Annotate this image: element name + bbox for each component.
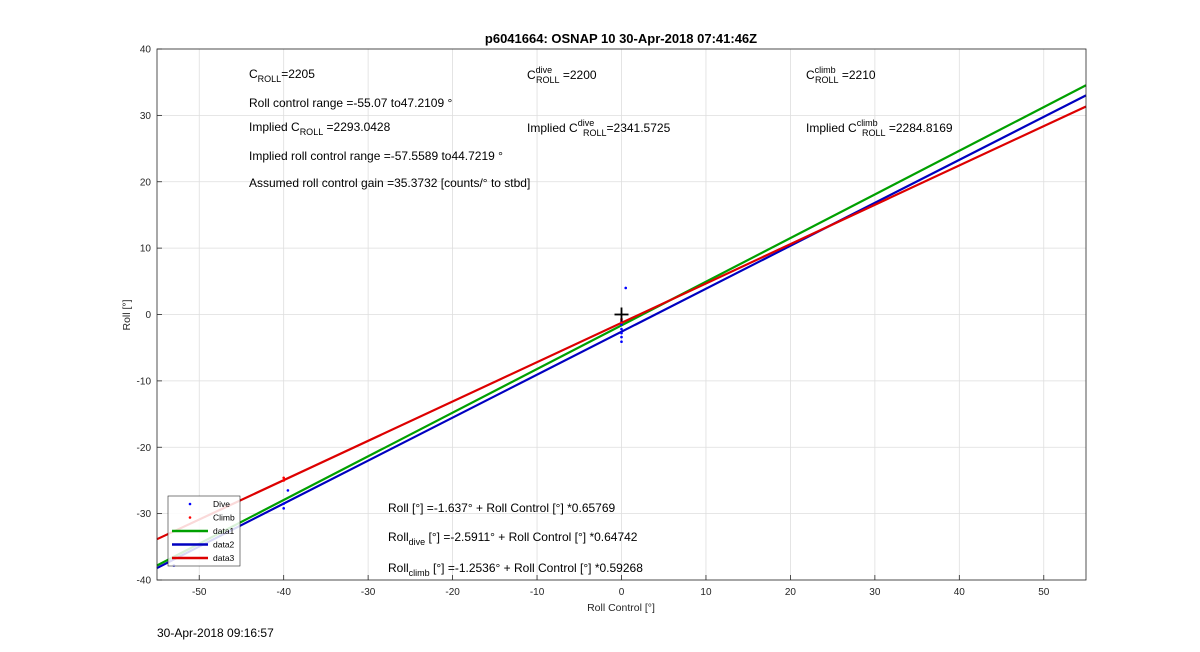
annotation-c-roll: CROLL=2205 — [249, 67, 315, 84]
point-dive — [620, 331, 623, 335]
point-dive — [282, 507, 285, 510]
legend-label-data2: data2 — [213, 540, 235, 550]
x-tick-label: -50 — [192, 587, 207, 598]
annotation-roll-range: Roll control range =-55.07 to47.2109 ° — [249, 96, 452, 110]
chart-title: p6041664: OSNAP 10 30-Apr-2018 07:41:46Z — [485, 31, 757, 46]
point-dive — [624, 286, 628, 290]
annotation-implied-c-dive: Implied Cdive ROLL=2341.5725 — [527, 118, 671, 138]
legend-label-data1: data1 — [213, 526, 235, 536]
fit-line-data2 — [156, 94, 1087, 570]
y-tick-label: -10 — [137, 376, 152, 387]
y-tick-label: -40 — [137, 576, 152, 587]
annotation-implied-range: Implied roll control range =-57.5589 to4… — [249, 149, 503, 163]
x-tick-label: 50 — [1038, 587, 1050, 598]
legend-label-dive: Dive — [213, 499, 230, 509]
annotation-fit-all: Roll [°] =-1.637° + Roll Control [°] *0.… — [388, 501, 616, 515]
legend-label-climb: Climb — [213, 513, 235, 523]
point-dive — [620, 323, 623, 326]
point-climb — [282, 476, 285, 480]
point-dive — [286, 489, 290, 492]
x-tick-label: 30 — [869, 587, 881, 598]
x-axis-label: Roll Control [°] — [587, 602, 655, 614]
point-climb — [620, 321, 623, 324]
x-tick-label: -30 — [361, 587, 376, 598]
x-tick-label: -20 — [445, 587, 460, 598]
annotation-fit-climb: Rollclimb [°] =-1.2536° + Roll Control [… — [388, 561, 643, 578]
print-timestamp: 30-Apr-2018 09:16:57 — [157, 626, 274, 640]
y-tick-label: 40 — [140, 45, 152, 56]
point-dive — [282, 502, 285, 505]
annotation-implied-c-roll: Implied CROLL =2293.0428 — [249, 120, 391, 137]
y-axis-label: Roll [°] — [121, 299, 133, 330]
annotation-fit-dive: Rolldive [°] =-2.5911° + Roll Control [°… — [388, 530, 638, 547]
y-tick-label: 20 — [140, 177, 152, 188]
annotation-implied-c-climb: Implied Cclimb ROLL =2284.8169 — [806, 118, 953, 138]
point-dive — [620, 340, 623, 344]
y-tick-label: 10 — [140, 244, 152, 255]
origin-marker — [614, 307, 629, 322]
point-dive — [620, 335, 623, 339]
legend-label-data3: data3 — [213, 553, 235, 563]
x-tick-label: 40 — [954, 587, 966, 598]
point-climb — [282, 479, 285, 482]
y-tick-label: -30 — [137, 509, 152, 520]
annotation-gain: Assumed roll control gain =35.3732 [coun… — [249, 176, 530, 190]
x-tick-label: 10 — [700, 587, 712, 598]
legend-swatch-climb — [188, 516, 192, 519]
y-tick-label: 30 — [140, 111, 152, 122]
y-tick-label: 0 — [145, 310, 151, 321]
legend: Dive Climb data1 data2 data3 — [167, 495, 241, 567]
annotation-c-roll-climb: Cclimb ROLL =2210 — [806, 65, 876, 85]
legend-swatch-dive — [188, 502, 192, 506]
tick-labels: -50 -40 -30 -20 -10 0 10 20 30 40 50 -40 -30 -20 -10 0 1… — [137, 45, 1050, 599]
x-tick-label: 20 — [785, 587, 797, 598]
x-tick-label: -40 — [276, 587, 291, 598]
point-dive — [620, 327, 623, 331]
y-tick-label: -20 — [137, 443, 152, 454]
x-tick-label: -10 — [530, 587, 545, 598]
x-tick-label: 0 — [619, 587, 625, 598]
annotation-c-roll-dive: Cdive ROLL =2200 — [527, 65, 597, 85]
